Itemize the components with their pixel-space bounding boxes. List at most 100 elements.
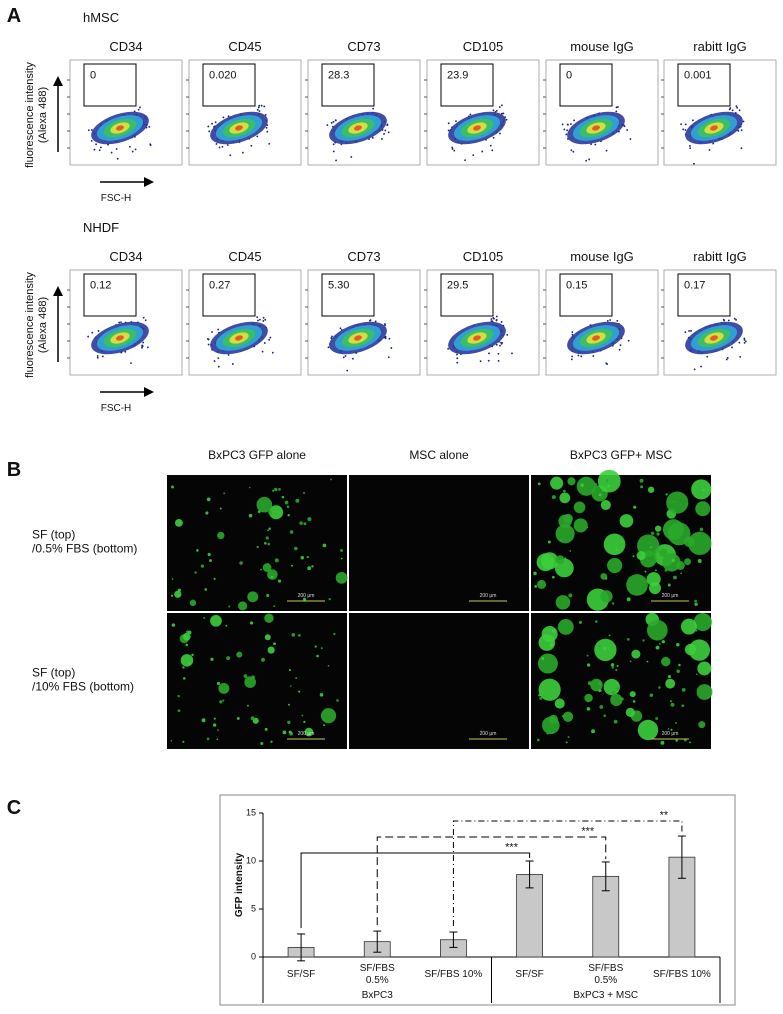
event-dot xyxy=(97,330,100,332)
column-title: rabitt IgG xyxy=(693,249,747,265)
density-plot xyxy=(561,106,632,162)
cell xyxy=(301,714,304,717)
event-dot xyxy=(388,337,391,340)
event-dot xyxy=(87,129,90,132)
cell xyxy=(695,629,698,632)
y-tick-label: 10 xyxy=(245,855,256,866)
event-dot xyxy=(447,122,450,125)
cell xyxy=(225,624,228,627)
significance-label: ** xyxy=(659,809,669,822)
cell xyxy=(171,623,176,627)
event-dot xyxy=(495,343,498,346)
cell xyxy=(247,704,249,707)
cell xyxy=(295,498,300,503)
event-dot xyxy=(738,109,741,112)
cell xyxy=(282,730,287,735)
cell xyxy=(584,693,593,703)
event-dot xyxy=(207,343,210,346)
density-plot xyxy=(684,317,747,371)
micrograph xyxy=(167,475,347,611)
event-dot xyxy=(472,154,475,157)
y-axis-label: GFP intensity xyxy=(234,852,245,918)
cell xyxy=(536,738,540,742)
cell xyxy=(612,691,616,695)
cell xyxy=(288,669,292,672)
cell xyxy=(533,571,537,576)
cell xyxy=(266,594,270,597)
event-dot xyxy=(260,104,263,107)
event-dot xyxy=(257,319,259,322)
cell xyxy=(265,536,269,540)
event-dot xyxy=(469,113,472,116)
cell xyxy=(191,653,194,657)
column-title: CD45 xyxy=(228,39,262,55)
event-dot xyxy=(708,149,711,151)
event-dot xyxy=(256,108,259,111)
cell xyxy=(591,729,596,734)
cell xyxy=(223,492,226,495)
event-dot xyxy=(133,110,136,113)
cell xyxy=(676,642,680,647)
event-dot xyxy=(616,319,619,322)
cell xyxy=(267,562,270,565)
event-dot xyxy=(96,355,99,357)
event-dot xyxy=(700,365,702,368)
cell xyxy=(655,645,660,650)
event-dot xyxy=(258,104,261,107)
y-tick-label: 15 xyxy=(245,807,256,818)
gate xyxy=(83,273,137,317)
gate-value: 5.30 xyxy=(328,279,350,292)
cell xyxy=(264,541,267,545)
cell xyxy=(256,545,259,549)
cell xyxy=(631,649,641,659)
column-title: BxPC3 GFP+ MSC xyxy=(569,447,673,462)
event-dot xyxy=(120,321,122,324)
event-dot xyxy=(693,162,695,165)
group-label: BxPC3 + MSC xyxy=(573,990,639,1001)
gate-value: 0.17 xyxy=(684,279,706,292)
cell xyxy=(598,689,602,693)
cell xyxy=(697,558,702,563)
cell xyxy=(213,717,216,720)
cell xyxy=(299,521,303,525)
column-title: rabitt IgG xyxy=(693,39,747,55)
cell xyxy=(610,693,623,707)
event-dot xyxy=(387,356,390,359)
cell xyxy=(247,591,259,603)
gate xyxy=(677,63,731,107)
event-dot xyxy=(690,330,692,332)
event-dot xyxy=(351,357,354,360)
cell xyxy=(615,548,618,551)
event-dot xyxy=(268,338,271,341)
cell xyxy=(676,669,680,673)
event-dot xyxy=(495,315,498,318)
event-dot xyxy=(96,356,99,359)
cell xyxy=(307,517,312,522)
cell xyxy=(335,571,348,584)
event-dot xyxy=(712,142,715,145)
cell xyxy=(207,552,211,557)
event-dot xyxy=(684,129,687,131)
event-dot xyxy=(344,355,347,357)
event-dot xyxy=(743,337,746,340)
cell xyxy=(673,575,677,580)
event-dot xyxy=(232,363,234,365)
event-dot xyxy=(327,346,330,349)
event-dot xyxy=(455,120,457,123)
cell xyxy=(586,654,589,657)
event-dot xyxy=(137,108,140,111)
event-dot xyxy=(110,151,113,154)
cell xyxy=(170,594,174,597)
event-dot xyxy=(374,320,377,323)
cell xyxy=(264,727,268,731)
cell xyxy=(563,513,573,524)
gate-value: 28.3 xyxy=(328,69,350,82)
cell xyxy=(696,673,698,676)
cell xyxy=(699,527,704,532)
density-plot xyxy=(327,319,393,372)
event-dot xyxy=(506,333,509,336)
cell xyxy=(665,493,668,496)
event-dot xyxy=(384,129,387,132)
cell xyxy=(248,513,253,518)
